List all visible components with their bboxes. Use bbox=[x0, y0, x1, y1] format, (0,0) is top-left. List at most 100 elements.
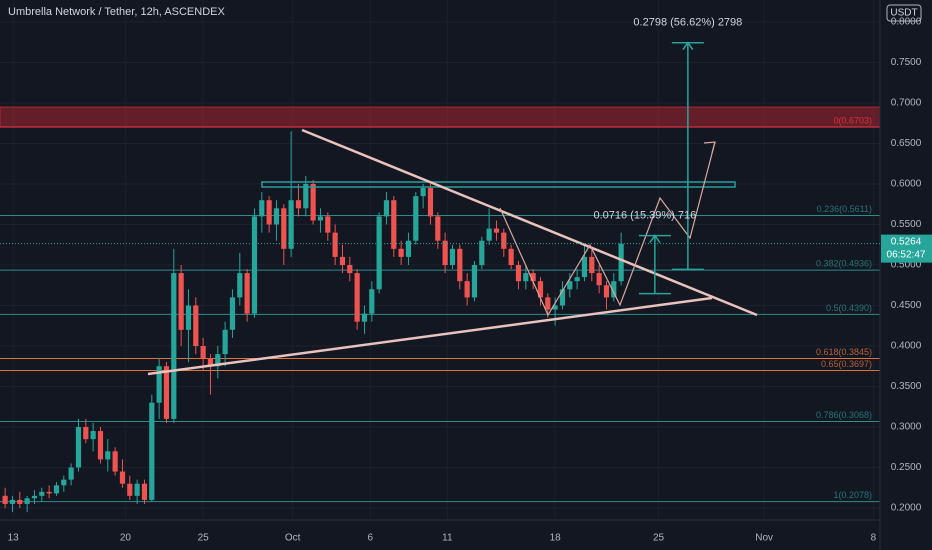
candle-body bbox=[303, 184, 309, 209]
candle-body bbox=[31, 495, 38, 499]
countdown-label: 06:52:47 bbox=[887, 249, 926, 260]
candle-body bbox=[552, 305, 558, 310]
candle-body bbox=[457, 248, 463, 282]
trendline-lower bbox=[147, 296, 713, 376]
candle-body bbox=[61, 479, 67, 486]
candle-body bbox=[193, 305, 199, 346]
measure-label: 0.0716 (15.39%) 716 bbox=[593, 210, 696, 222]
measure-label: 0.2798 (56.62%) 2798 bbox=[633, 17, 742, 29]
candle-body bbox=[339, 256, 346, 265]
candle-body bbox=[508, 248, 514, 265]
y-tick-label: 0.2000 bbox=[891, 503, 922, 514]
fib-label: 0.786(0.3068) bbox=[816, 410, 872, 420]
candle-body bbox=[391, 200, 397, 249]
candle-body bbox=[479, 240, 485, 265]
candle-body bbox=[471, 265, 478, 298]
candle-body bbox=[398, 248, 404, 257]
candle-body bbox=[545, 297, 551, 310]
candle-body bbox=[618, 243, 624, 282]
candle-body bbox=[581, 256, 588, 278]
x-tick-label: 25 bbox=[198, 533, 210, 544]
y-tick-label: 0.8000 bbox=[891, 17, 922, 28]
y-tick-label: 0.7000 bbox=[891, 98, 922, 109]
candle-body bbox=[185, 305, 192, 330]
fib-label: 0(0.6703) bbox=[833, 115, 872, 125]
candle-body bbox=[537, 281, 544, 298]
candle-body bbox=[420, 188, 426, 197]
candle-body bbox=[90, 431, 96, 440]
candle-body bbox=[75, 427, 82, 468]
candle-body bbox=[347, 265, 353, 274]
y-tick-label: 0.2500 bbox=[891, 462, 922, 473]
candle-body bbox=[97, 431, 104, 460]
currency-badge bbox=[886, 4, 922, 22]
candle-body bbox=[369, 289, 375, 314]
candle-body bbox=[361, 313, 368, 322]
candle-body bbox=[119, 471, 126, 484]
last-price-label: 0.5264 bbox=[891, 236, 922, 247]
candle-body bbox=[427, 188, 434, 217]
resistance-box bbox=[261, 181, 736, 188]
candle-body bbox=[574, 277, 580, 282]
candle-body bbox=[244, 273, 250, 314]
x-tick-label: 20 bbox=[120, 533, 132, 544]
candle-body bbox=[134, 483, 140, 496]
candle-body bbox=[589, 256, 595, 274]
currency-label: USDT bbox=[890, 8, 917, 19]
candle-body bbox=[559, 289, 566, 306]
candle-body bbox=[281, 208, 287, 249]
trendline-upper bbox=[301, 128, 758, 317]
candle-body bbox=[105, 451, 111, 460]
layer bbox=[0, 106, 881, 513]
candle-body bbox=[332, 232, 338, 257]
candle-body bbox=[501, 232, 507, 249]
projection-arrowhead bbox=[703, 141, 716, 154]
candle-body bbox=[200, 346, 206, 359]
measure-arrowhead bbox=[649, 234, 661, 244]
candle-body bbox=[530, 273, 536, 282]
candle-body bbox=[68, 467, 74, 480]
x-tick-label: 13 bbox=[8, 533, 20, 544]
candle-body bbox=[449, 248, 456, 265]
candle-body bbox=[317, 216, 324, 221]
x-tick-label: 18 bbox=[550, 533, 562, 544]
y-tick-label: 0.3000 bbox=[891, 422, 922, 433]
candle-body bbox=[354, 273, 360, 322]
x-tick-label: 25 bbox=[653, 533, 665, 544]
resistance-zone bbox=[0, 106, 881, 128]
candle-body bbox=[376, 216, 382, 290]
y-tick-label: 0.6000 bbox=[891, 179, 922, 190]
chart-title: Umbrella Network / Tether, 12h, ASCENDEX bbox=[8, 6, 225, 18]
candle-body bbox=[163, 366, 170, 419]
candle-body bbox=[171, 273, 177, 419]
grid bbox=[0, 0, 880, 520]
x-tick-label: 6 bbox=[368, 533, 374, 544]
fib-label: 1(0.2078) bbox=[833, 490, 872, 500]
candle-body bbox=[523, 273, 529, 282]
candle-body bbox=[515, 265, 522, 282]
x-tick-label: Nov bbox=[755, 533, 773, 544]
candle-body bbox=[486, 228, 492, 241]
y-tick-label: 0.4000 bbox=[891, 341, 922, 352]
candle-body bbox=[17, 499, 23, 504]
fib-label: 0.65(0.3697) bbox=[821, 359, 872, 369]
candle-body bbox=[127, 483, 133, 496]
candle-body bbox=[295, 200, 302, 209]
x-tick-label: 11 bbox=[442, 533, 453, 544]
candle-body bbox=[112, 451, 118, 472]
measure-arrowhead bbox=[682, 41, 694, 51]
candle-body bbox=[207, 358, 214, 367]
candle-body bbox=[273, 208, 280, 225]
fib-label: 0.618(0.3845) bbox=[816, 347, 872, 357]
candle-body bbox=[611, 281, 617, 298]
y-tick-label: 0.4500 bbox=[891, 300, 922, 311]
y-tick-label: 0.5000 bbox=[891, 260, 922, 271]
candle-body bbox=[603, 285, 610, 298]
candle-body bbox=[46, 491, 52, 494]
y-tick-label: 0.7500 bbox=[891, 57, 922, 68]
candle-body bbox=[156, 366, 162, 403]
last-price-badge bbox=[881, 234, 932, 263]
